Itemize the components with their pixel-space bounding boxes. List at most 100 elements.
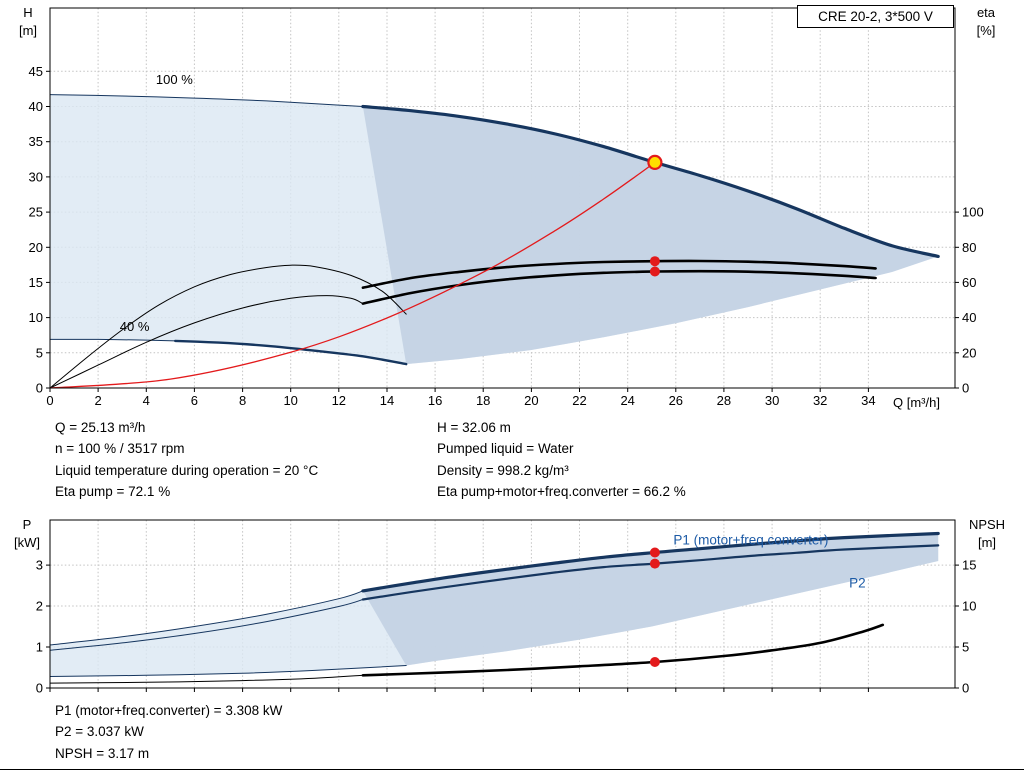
x-tick-label: 16 [428,393,442,408]
y-left-tick-label: 35 [29,134,43,149]
y-left-tick-label: 30 [29,169,43,184]
eta-pump-marker[interactable] [649,256,660,267]
eta-axis-unit: [%] [976,23,996,38]
y-left-tick-label: 0 [36,681,43,696]
power-axis-label: P [kW] [4,516,50,552]
y-left-tick-label: 10 [29,310,43,325]
y-left-tick-label: 3 [36,558,43,573]
x-tick-label: 14 [380,393,394,408]
npsh-axis-unit: [m] [977,535,997,550]
y-left-tick-label: 45 [29,64,43,79]
bottom-divider [0,769,1024,770]
p1-value-text: P1 (motor+freq.converter) = 3.308 kW [55,703,283,718]
x-tick-label: 12 [332,393,346,408]
duty-info-right: H = 32.06 m Pumped liquid = Water Densit… [437,417,686,503]
npsh-low-flow [49,674,364,684]
eta-axis-label: eta [%] [960,4,1012,40]
power-allowed-region [362,533,939,666]
npsh-axis-name: NPSH [968,517,1006,532]
y-left-tick-label: 1 [36,640,43,655]
head-axis-unit: [m] [18,23,38,38]
x-tick-label: 22 [572,393,586,408]
power-npsh-chart: 0 1 2 3 0 5 10 15 P1 (motor+freq.converter) P2 [36,519,976,696]
head-axis-name: H [23,5,33,20]
duty-flow-text: Q = 25.13 m³/h [55,420,146,435]
x-tick-label: 18 [476,393,490,408]
allowed-operating-region [362,106,939,365]
y-right-tick-label: 40 [962,310,976,325]
y-right-tick-label: 100 [962,205,984,220]
label-40pct: 40 % [120,319,150,334]
p2-marker[interactable] [649,558,660,569]
p1-low-flow [49,590,364,646]
x-tick-label: 20 [524,393,538,408]
x-tick-label: 30 [765,393,779,408]
liquid-temperature-text: Liquid temperature during operation = 20… [55,462,319,478]
qh-100pct-low-flow [49,94,364,107]
x-tick-label: 6 [191,393,198,408]
duty-speed-text: n = 100 % / 3517 rpm [55,441,185,457]
eta-axis-name: eta [976,5,996,20]
plot-frame [49,519,956,689]
label-100pct: 100 % [156,72,193,87]
pump-title-box: CRE 20-2, 3*500 V [797,5,954,28]
p2-curve [361,544,940,601]
npsh-value-text: NPSH = 3.17 m [55,745,150,761]
y-left-tick-label: 5 [36,345,43,360]
x-tick-label: 8 [239,393,246,408]
y-right-tick-label: 0 [962,381,969,396]
eta-pump-reduced-speed [49,264,407,389]
eta-pump-text: Eta pump = 72.1 % [55,484,171,500]
label-p2-curve: P2 [849,576,866,591]
x-tick-label: 34 [861,393,875,408]
y-right-tick-label: 15 [962,558,976,573]
y-right-tick-label: 0 [962,681,969,696]
y-left-tick-label: 2 [36,599,43,614]
p2-low-flow [49,599,364,651]
p-min-speed [49,665,407,677]
y-left-tick-label: 25 [29,205,43,220]
power-info: P1 (motor+freq.converter) = 3.308 kW P2 … [55,700,282,764]
p1-marker[interactable] [649,547,660,558]
eta-pump [361,259,877,289]
power-axis-name: P [22,517,32,532]
p1-curve [361,531,940,593]
system-curve [49,161,656,389]
x-tick-label: 28 [717,393,731,408]
duty-info-left: Q = 25.13 m³/h n = 100 % / 3517 rpm Liqu… [55,417,318,503]
x-tick-label: 32 [813,393,827,408]
x-tick-label: 2 [94,393,101,408]
npsh-marker[interactable] [649,657,660,667]
pump-title: CRE 20-2, 3*500 V [818,9,933,24]
eta-total-text: Eta pump+motor+freq.converter = 66.2 % [437,484,686,500]
y-left-tick-label: 40 [29,99,43,114]
npsh-axis-label: NPSH [m] [954,516,1020,552]
y-left-tick-label: 20 [29,240,43,255]
x-tick-label: 0 [46,393,53,408]
duty-head-text: H = 32.06 m [437,420,511,435]
eta-pump-motor-freq [361,269,877,305]
eta-total-marker[interactable] [649,266,660,277]
duty-point-marker[interactable] [647,154,663,170]
y-right-tick-label: 20 [962,345,976,360]
y-left-tick-label: 15 [29,275,43,290]
density-text: Density = 998.2 kg/m³ [437,462,569,478]
eta-total-reduced-speed [49,295,364,389]
qh-40pct [174,339,408,366]
plot-frame [49,7,956,389]
power-axis-unit: [kW] [14,535,40,550]
y-right-tick-label: 10 [962,599,976,614]
label-p1-curve: P1 (motor+freq.converter) [673,533,828,548]
flow-axis-label: Q [m³/h] [893,395,940,410]
x-tick-label: 24 [620,393,634,408]
y-right-tick-label: 80 [962,240,976,255]
x-tick-label: 4 [143,393,150,408]
y-right-tick-label: 5 [962,640,969,655]
y-right-tick-label: 60 [962,275,976,290]
x-tick-label: 10 [283,393,297,408]
x-tick-label: 26 [669,393,683,408]
p2-value-text: P2 = 3.037 kW [55,724,144,740]
head-axis-label: H [m] [8,4,48,40]
